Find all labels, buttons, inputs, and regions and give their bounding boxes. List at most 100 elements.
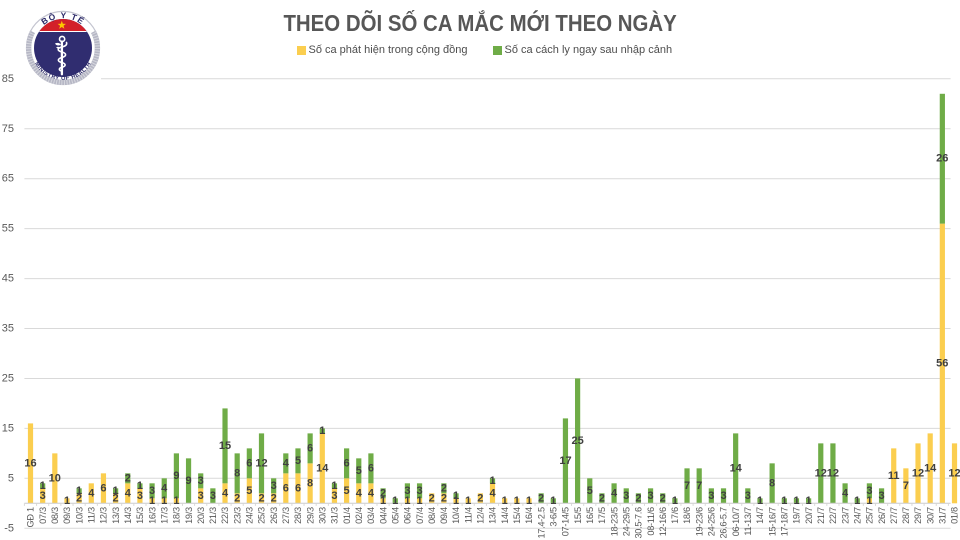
svg-text:1: 1 bbox=[149, 495, 155, 507]
svg-text:12: 12 bbox=[815, 467, 827, 479]
svg-text:3-6/5: 3-6/5 bbox=[549, 507, 559, 527]
svg-text:14/7: 14/7 bbox=[755, 507, 765, 524]
svg-text:56: 56 bbox=[936, 358, 948, 370]
svg-text:17/6: 17/6 bbox=[670, 507, 680, 524]
svg-text:30/3: 30/3 bbox=[318, 507, 328, 524]
svg-text:22/7: 22/7 bbox=[828, 507, 838, 524]
svg-text:4: 4 bbox=[368, 487, 375, 499]
svg-text:16/4: 16/4 bbox=[524, 507, 534, 524]
svg-text:12/4: 12/4 bbox=[476, 507, 486, 524]
svg-text:5: 5 bbox=[356, 465, 362, 477]
svg-text:3: 3 bbox=[720, 490, 726, 502]
svg-text:6: 6 bbox=[344, 457, 350, 469]
svg-text:25: 25 bbox=[571, 435, 583, 447]
svg-text:25: 25 bbox=[2, 373, 14, 385]
svg-text:18-23/5: 18-23/5 bbox=[609, 507, 619, 536]
svg-text:2: 2 bbox=[258, 492, 264, 504]
svg-text:29/7: 29/7 bbox=[913, 507, 923, 524]
svg-text:21/7: 21/7 bbox=[816, 507, 826, 524]
svg-text:03/4: 03/4 bbox=[366, 507, 376, 524]
svg-text:12: 12 bbox=[912, 467, 924, 479]
svg-text:10: 10 bbox=[49, 472, 61, 484]
svg-text:30.5-7.6: 30.5-7.6 bbox=[634, 507, 644, 539]
svg-text:02/4: 02/4 bbox=[354, 507, 364, 524]
svg-text:1: 1 bbox=[380, 495, 386, 507]
svg-text:10/3: 10/3 bbox=[74, 507, 84, 524]
svg-text:1: 1 bbox=[40, 480, 46, 492]
svg-text:1: 1 bbox=[453, 490, 459, 502]
svg-text:2: 2 bbox=[76, 492, 82, 504]
svg-text:29/3: 29/3 bbox=[305, 507, 315, 524]
svg-text:08/3: 08/3 bbox=[50, 507, 60, 524]
svg-text:3: 3 bbox=[271, 480, 277, 492]
svg-text:05/4: 05/4 bbox=[390, 507, 400, 524]
svg-text:3: 3 bbox=[879, 490, 885, 502]
svg-text:25/7: 25/7 bbox=[865, 507, 875, 524]
svg-text:25/3: 25/3 bbox=[257, 507, 267, 524]
svg-text:1: 1 bbox=[319, 425, 325, 437]
svg-text:08/4: 08/4 bbox=[427, 507, 437, 524]
svg-text:3: 3 bbox=[137, 490, 143, 502]
svg-text:12: 12 bbox=[255, 457, 267, 469]
svg-text:2: 2 bbox=[125, 472, 131, 484]
svg-text:7: 7 bbox=[696, 480, 702, 492]
svg-text:27/3: 27/3 bbox=[281, 507, 291, 524]
svg-text:35: 35 bbox=[2, 323, 14, 335]
svg-text:55: 55 bbox=[2, 223, 14, 235]
svg-text:1: 1 bbox=[64, 495, 70, 507]
svg-text:1: 1 bbox=[173, 495, 179, 507]
svg-text:1: 1 bbox=[137, 480, 143, 492]
svg-text:06/4: 06/4 bbox=[403, 507, 413, 524]
svg-text:15/3: 15/3 bbox=[135, 507, 145, 524]
svg-text:1: 1 bbox=[404, 495, 410, 507]
svg-text:2: 2 bbox=[477, 492, 483, 504]
svg-text:4: 4 bbox=[489, 487, 496, 499]
svg-text:19/3: 19/3 bbox=[184, 507, 194, 524]
svg-text:1: 1 bbox=[866, 495, 872, 507]
svg-text:26.6-5.7: 26.6-5.7 bbox=[719, 507, 729, 539]
svg-text:6: 6 bbox=[283, 482, 289, 494]
svg-text:08-11/6: 08-11/6 bbox=[646, 507, 656, 536]
svg-text:4: 4 bbox=[161, 482, 168, 494]
svg-text:5: 5 bbox=[344, 485, 350, 497]
svg-text:16: 16 bbox=[24, 457, 36, 469]
svg-text:2: 2 bbox=[380, 487, 386, 499]
svg-text:07-14/5: 07-14/5 bbox=[561, 507, 571, 536]
svg-text:2: 2 bbox=[635, 492, 641, 504]
svg-text:3: 3 bbox=[198, 490, 204, 502]
svg-text:9: 9 bbox=[186, 475, 192, 487]
svg-text:8: 8 bbox=[769, 477, 775, 489]
svg-text:7: 7 bbox=[903, 480, 909, 492]
svg-text:1: 1 bbox=[781, 495, 787, 507]
svg-text:65: 65 bbox=[2, 173, 14, 185]
svg-text:2: 2 bbox=[441, 492, 447, 504]
svg-text:14/3: 14/3 bbox=[123, 507, 133, 524]
svg-text:3: 3 bbox=[648, 490, 654, 502]
svg-text:17-18/7: 17-18/7 bbox=[780, 507, 790, 536]
svg-text:12/3: 12/3 bbox=[99, 507, 109, 524]
svg-text:15/4: 15/4 bbox=[512, 507, 522, 524]
svg-text:11/3: 11/3 bbox=[87, 507, 97, 523]
svg-text:27/7: 27/7 bbox=[889, 507, 899, 524]
svg-text:13/3: 13/3 bbox=[111, 507, 121, 524]
svg-text:31/3: 31/3 bbox=[330, 507, 340, 524]
svg-text:12: 12 bbox=[827, 467, 839, 479]
svg-text:24/3: 24/3 bbox=[245, 507, 255, 524]
svg-text:09/3: 09/3 bbox=[62, 507, 72, 524]
svg-text:5: 5 bbox=[295, 455, 301, 467]
svg-text:1: 1 bbox=[161, 495, 167, 507]
svg-text:24/7: 24/7 bbox=[852, 507, 862, 524]
svg-text:3: 3 bbox=[708, 490, 714, 502]
svg-text:12-16/6: 12-16/6 bbox=[658, 507, 668, 536]
svg-text:15/5: 15/5 bbox=[573, 507, 583, 524]
svg-text:07/3: 07/3 bbox=[38, 507, 48, 524]
svg-text:1: 1 bbox=[453, 495, 459, 507]
svg-text:3: 3 bbox=[623, 490, 629, 502]
svg-text:1: 1 bbox=[526, 495, 532, 507]
svg-text:11: 11 bbox=[888, 470, 900, 482]
svg-text:4: 4 bbox=[222, 487, 229, 499]
svg-text:4: 4 bbox=[611, 487, 618, 499]
svg-text:2: 2 bbox=[538, 492, 544, 504]
svg-text:7: 7 bbox=[684, 480, 690, 492]
svg-text:1: 1 bbox=[757, 495, 763, 507]
